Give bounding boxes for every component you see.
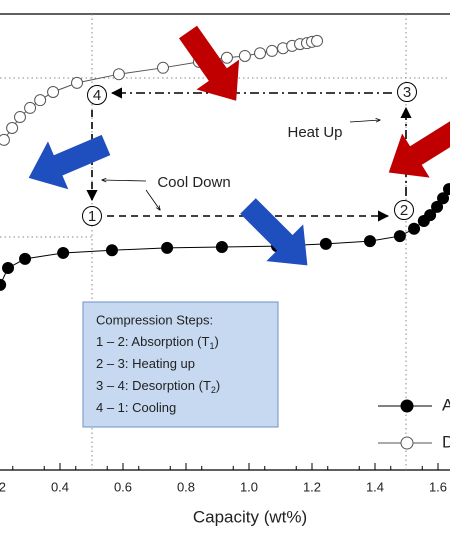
step-number: 4 [93, 87, 101, 104]
box-text: 1 – 2: Absorption (T [96, 334, 210, 349]
data-point [161, 241, 174, 254]
x-axis-label: Capacity (wt%) [193, 507, 307, 526]
data-point [57, 246, 70, 259]
x-tick-label: 0.8 [177, 479, 195, 494]
data-point [24, 101, 37, 114]
cycle-lines [86, 87, 412, 222]
x-tick-label: 0.4 [51, 479, 69, 494]
data-point [112, 68, 125, 81]
heat-up-label: Heat Up [287, 124, 342, 141]
data-point [47, 85, 60, 98]
data-point [238, 49, 251, 62]
legend-label: Desorption [442, 432, 450, 451]
legend-marker [400, 436, 414, 450]
data-point [13, 111, 26, 124]
data-point [34, 94, 47, 107]
box-line: 1 – 2: Absorption (T1) [96, 334, 219, 351]
data-point [6, 122, 19, 134]
step-circle [397, 82, 417, 102]
step-circle [82, 206, 102, 226]
data-point [105, 244, 118, 257]
x-tick-label: 1.0 [240, 479, 258, 494]
data-point [443, 183, 450, 196]
data-point [424, 209, 437, 222]
x-tick-label: 1.4 [366, 479, 384, 494]
data-point [363, 235, 376, 248]
step-number: 2 [400, 202, 408, 219]
legend-marker [400, 399, 414, 413]
subscript: 1 [209, 341, 214, 351]
series-line [0, 188, 450, 286]
info-box: Compression Steps: 1 – 2: Absorption (T1… [82, 301, 279, 428]
data-point [319, 237, 332, 250]
data-point [215, 241, 228, 254]
step-number: 1 [88, 208, 96, 225]
x-tick-label: 0.2 [0, 479, 6, 494]
data-point [0, 133, 10, 146]
data-point [0, 278, 7, 291]
x-tick-label: 1.6 [429, 479, 447, 494]
box-text: ) [216, 378, 220, 393]
step-circle [87, 85, 107, 105]
data-point [431, 200, 444, 213]
data-point [71, 76, 84, 89]
step-number: 3 [403, 84, 411, 101]
plot-area [0, 34, 450, 291]
x-tick-label: 1.2 [303, 479, 321, 494]
data-point [2, 261, 15, 274]
data-point [254, 47, 267, 60]
data-point [437, 192, 450, 205]
annotations: Heat Up Cool Down 1 2 3 4 [82, 82, 417, 226]
legend-label: Absorption [442, 395, 450, 414]
data-point [19, 252, 32, 265]
x-axis: Capacity (wt%) 0.2 0.4 0.6 0.8 1.0 1.2 1.4 1.6 [0, 463, 447, 526]
box-text: 2 – 3: Heating up [96, 356, 195, 371]
box-text: 3 – 4: Desorption (T [96, 378, 211, 393]
cool-down-label: Cool Down [157, 174, 230, 191]
box-line: 3 – 4: Desorption (T2) [96, 378, 220, 395]
data-point [408, 222, 421, 235]
box-title: Compression Steps: [96, 312, 213, 327]
box-text: 4 – 1: Cooling [96, 400, 176, 415]
data-point [393, 230, 406, 243]
legend: Absorption Desorption [378, 395, 450, 451]
data-point [157, 61, 170, 74]
box-text: ) [214, 334, 218, 349]
box-line: 4 – 1: Cooling [96, 400, 176, 415]
box-line: 2 – 3: Heating up [96, 356, 195, 371]
x-tick-label: 0.6 [114, 479, 132, 494]
subscript: 2 [211, 385, 216, 395]
step-circle [394, 200, 414, 220]
data-point [265, 44, 278, 57]
data-point [311, 34, 324, 47]
data-point [220, 51, 233, 64]
